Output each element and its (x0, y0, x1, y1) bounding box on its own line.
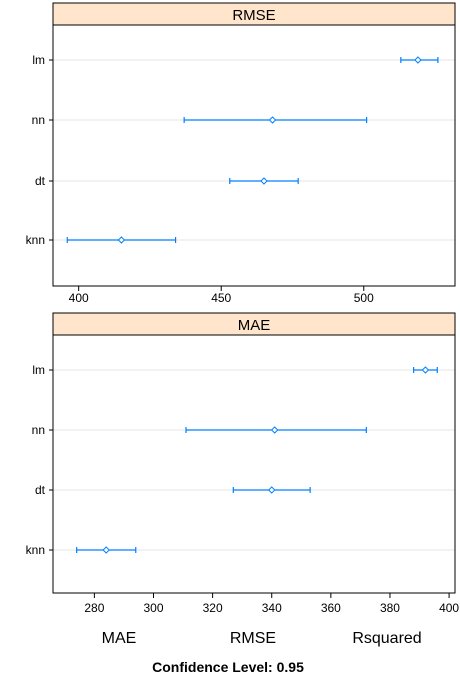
plot-frame-mae (52, 334, 456, 594)
row-label-mae-nn: nn (32, 423, 45, 437)
plot-frame-rmse (52, 24, 456, 287)
estimate-point-mae-nn (270, 426, 279, 434)
estimate-point-rmse-lm (414, 56, 422, 64)
row-label-rmse-lm: lm (32, 53, 45, 67)
row-label-rmse-knn: knn (26, 233, 45, 247)
x-tick-label-mae-360: 360 (321, 601, 341, 615)
x-tick-label-rmse-450: 450 (211, 291, 231, 305)
estimate-point-rmse-dt (260, 177, 268, 185)
strip-title-mae: MAE (238, 317, 271, 334)
legend-label-rmse: RMSE (230, 630, 276, 647)
estimate-point-mae-dt (268, 486, 276, 494)
x-tick-label-mae-340: 340 (262, 601, 282, 615)
x-tick-label-mae-400: 400 (439, 601, 459, 615)
strip-title-rmse: RMSE (232, 7, 275, 24)
row-label-rmse-dt: dt (35, 174, 46, 188)
panel-mae: MAE lm nn dt knn 280 300 320 340 360 380 400 (26, 312, 459, 615)
x-tick-label-mae-320: 320 (203, 601, 223, 615)
x-tick-label-rmse-500: 500 (354, 291, 374, 305)
row-label-rmse-nn: nn (32, 113, 45, 127)
x-tick-label-mae-380: 380 (380, 601, 400, 615)
legend-label-rsquared: Rsquared (352, 630, 421, 647)
estimate-point-mae-lm (421, 366, 430, 374)
estimate-point-rmse-knn (117, 236, 126, 244)
x-tick-label-mae-280: 280 (84, 601, 104, 615)
estimate-point-mae-knn (102, 546, 110, 554)
row-label-mae-lm: lm (32, 363, 45, 377)
x-tick-label-mae-300: 300 (143, 601, 163, 615)
panel-rmse: RMSE lm nn dt knn 400 450 500 (26, 2, 456, 305)
confidence-level-footer: Confidence Level: 0.95 (152, 659, 304, 675)
x-tick-label-rmse-400: 400 (69, 291, 89, 305)
row-label-mae-knn: knn (26, 543, 45, 557)
row-label-mae-dt: dt (35, 483, 46, 497)
legend-label-mae: MAE (102, 630, 137, 647)
estimate-point-rmse-nn (268, 116, 277, 124)
